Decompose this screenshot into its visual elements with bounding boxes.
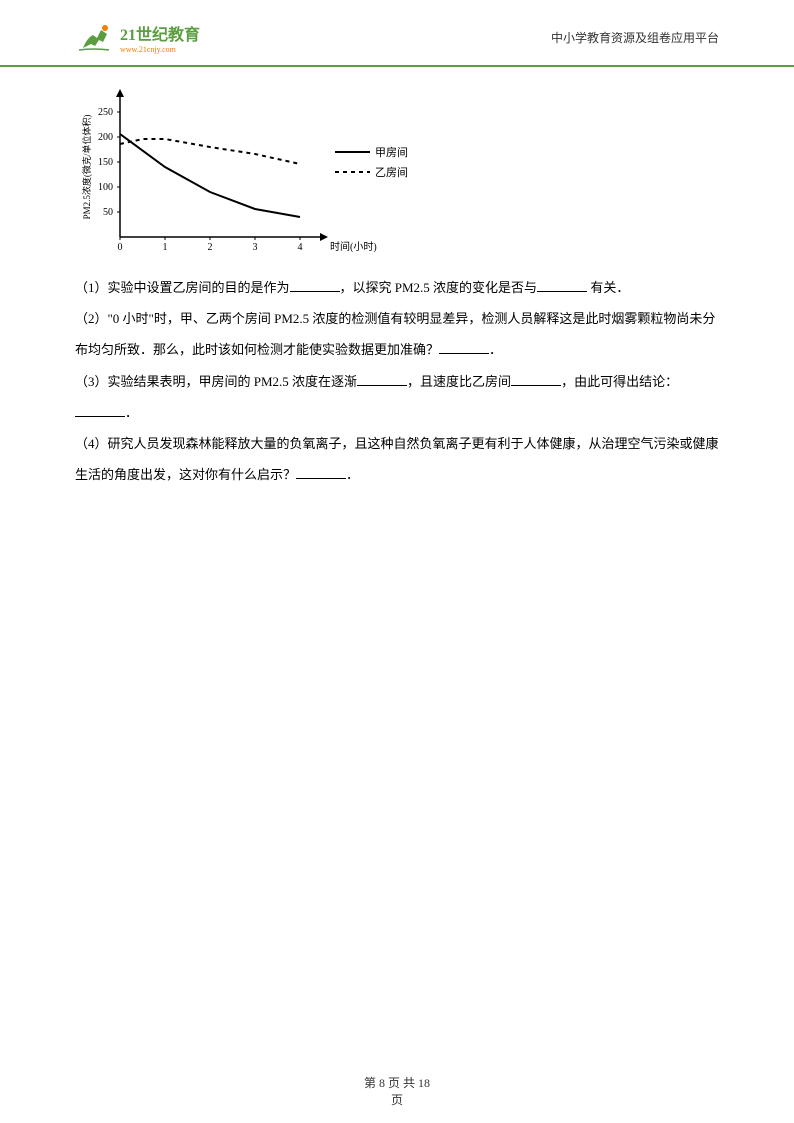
logo-icon xyxy=(75,20,115,55)
logo-sub-text: www.21cnjy.com xyxy=(120,45,200,54)
svg-text:2: 2 xyxy=(208,242,213,253)
blank-1a xyxy=(290,276,340,292)
question-4: （4）研究人员发现森林能释放大量的负氧离子，且这种自然负氧离子更有利于人体健康，… xyxy=(75,428,719,490)
blank-3b xyxy=(511,370,561,386)
logo: 21世纪教育 www.21cnjy.com xyxy=(75,20,200,55)
question-3: （3）实验结果表明，甲房间的 PM2.5 浓度在逐渐 ，且速度比乙房间 ，由此可得出… xyxy=(75,366,719,428)
blank-1b xyxy=(537,276,587,292)
svg-text:1: 1 xyxy=(163,242,168,253)
blank-3a xyxy=(357,370,407,386)
page-footer: 第 8 页 共 18 页 xyxy=(0,1074,794,1108)
q3-text-mid2: ，由此可得出结论： xyxy=(561,374,678,389)
blank-3c xyxy=(75,401,125,417)
q2-text-suffix: ． xyxy=(489,342,502,357)
blank-4 xyxy=(296,464,346,480)
legend-jia: 甲房间 xyxy=(375,146,408,159)
q4-text-suffix: ． xyxy=(346,467,359,482)
svg-text:0: 0 xyxy=(118,242,123,253)
q4-text-prefix: （4）研究人员发现森林能释放大量的负氧离子，且这种自然负氧离子更有利于人体健康，… xyxy=(75,436,719,482)
blank-2 xyxy=(439,339,489,355)
logo-text: 21世纪教育 www.21cnjy.com xyxy=(120,21,200,54)
svg-text:200: 200 xyxy=(98,132,113,143)
legend-yi: 乙房间 xyxy=(375,166,408,179)
svg-text:100: 100 xyxy=(98,182,113,193)
svg-text:50: 50 xyxy=(103,207,113,218)
pm25-chart: 50 100 150 200 250 0 1 2 3 4 时间(小时) PM2.… xyxy=(75,82,425,262)
q3-text-suffix: ． xyxy=(125,405,138,420)
q3-text-mid1: ，且速度比乙房间 xyxy=(407,374,511,389)
logo-main-text: 21世纪教育 xyxy=(120,21,200,45)
svg-text:150: 150 xyxy=(98,157,113,168)
q1-text-suffix: 有关． xyxy=(587,280,629,295)
q3-text-prefix: （3）实验结果表明，甲房间的 PM2.5 浓度在逐渐 xyxy=(75,374,357,389)
q1-text-prefix: （1）实验中设置乙房间的目的是作为 xyxy=(75,280,290,295)
main-content: 50 100 150 200 250 0 1 2 3 4 时间(小时) PM2.… xyxy=(0,67,794,490)
svg-text:250: 250 xyxy=(98,107,113,118)
svg-text:4: 4 xyxy=(298,242,303,253)
page-header: 21世纪教育 www.21cnjy.com 中小学教育资源及组卷应用平台 xyxy=(0,0,794,67)
svg-text:3: 3 xyxy=(253,242,258,253)
q1-text-mid: ，以探究 PM2.5 浓度的变化是否与 xyxy=(340,280,538,295)
header-right-text: 中小学教育资源及组卷应用平台 xyxy=(551,29,719,46)
question-1: （1）实验中设置乙房间的目的是作为 ，以探究 PM2.5 浓度的变化是否与 有关． xyxy=(75,272,719,303)
page-number: 第 8 页 共 18 xyxy=(0,1074,794,1091)
q2-text-prefix: （2）"0 小时"时，甲、乙两个房间 PM2.5 浓度的检测值有较明显差异，检测… xyxy=(75,311,715,357)
svg-text:PM2.5浓度(微克/单位体积): PM2.5浓度(微克/单位体积) xyxy=(81,115,92,220)
page-suffix: 页 xyxy=(0,1091,794,1108)
question-2: （2）"0 小时"时，甲、乙两个房间 PM2.5 浓度的检测值有较明显差异，检测… xyxy=(75,303,719,365)
svg-text:时间(小时): 时间(小时) xyxy=(330,240,377,253)
